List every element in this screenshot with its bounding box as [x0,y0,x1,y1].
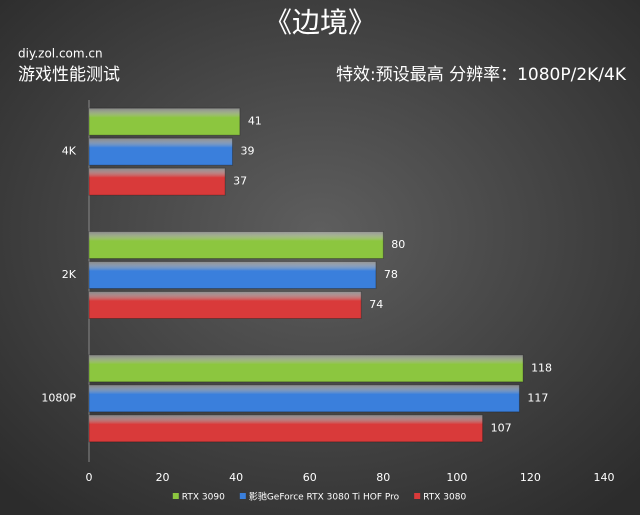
bar [88,354,524,383]
y-tick-label: 4K [62,145,77,158]
data-label: 118 [531,361,552,374]
y-tick-label: 1080P [41,391,76,404]
bar [88,231,384,259]
bar [88,414,484,443]
y-tick-label: 2K [62,268,77,281]
data-label: 41 [248,115,262,128]
bar [88,384,520,413]
source: diy.zol.com.cn [18,47,103,61]
data-label: 74 [369,298,383,311]
x-tick-label: 60 [303,471,317,484]
data-label: 78 [384,268,398,281]
bar [88,261,377,289]
data-label: 117 [527,391,548,404]
x-tick-label: 120 [520,471,541,484]
data-label: 80 [391,238,405,251]
data-label: 107 [491,421,512,434]
legend-label: RTX 3090 [182,493,225,503]
x-tick-label: 100 [446,471,467,484]
note: 特效:预设最高 分辨率：1080P/2K/4K [336,65,627,85]
legend-marker [172,493,179,499]
data-label: 39 [240,145,254,158]
x-tick-label: 20 [156,471,170,484]
x-tick-label: 0 [86,471,93,484]
chart-title: 《边境》 [264,6,376,39]
x-tick-label: 80 [376,471,390,484]
bar [88,291,362,319]
subtitle: 游戏性能测试 [18,65,120,85]
legend-marker [239,493,246,499]
legend-marker [414,493,421,499]
bar [88,167,226,196]
bar [88,107,241,136]
data-label: 37 [233,175,247,188]
legend-label: 影驰GeForce RTX 3080 Ti HOF Pro [249,491,400,503]
bar [88,137,233,166]
x-tick-label: 40 [229,471,243,484]
x-tick-label: 140 [594,471,615,484]
legend-label: RTX 3080 [423,493,466,503]
